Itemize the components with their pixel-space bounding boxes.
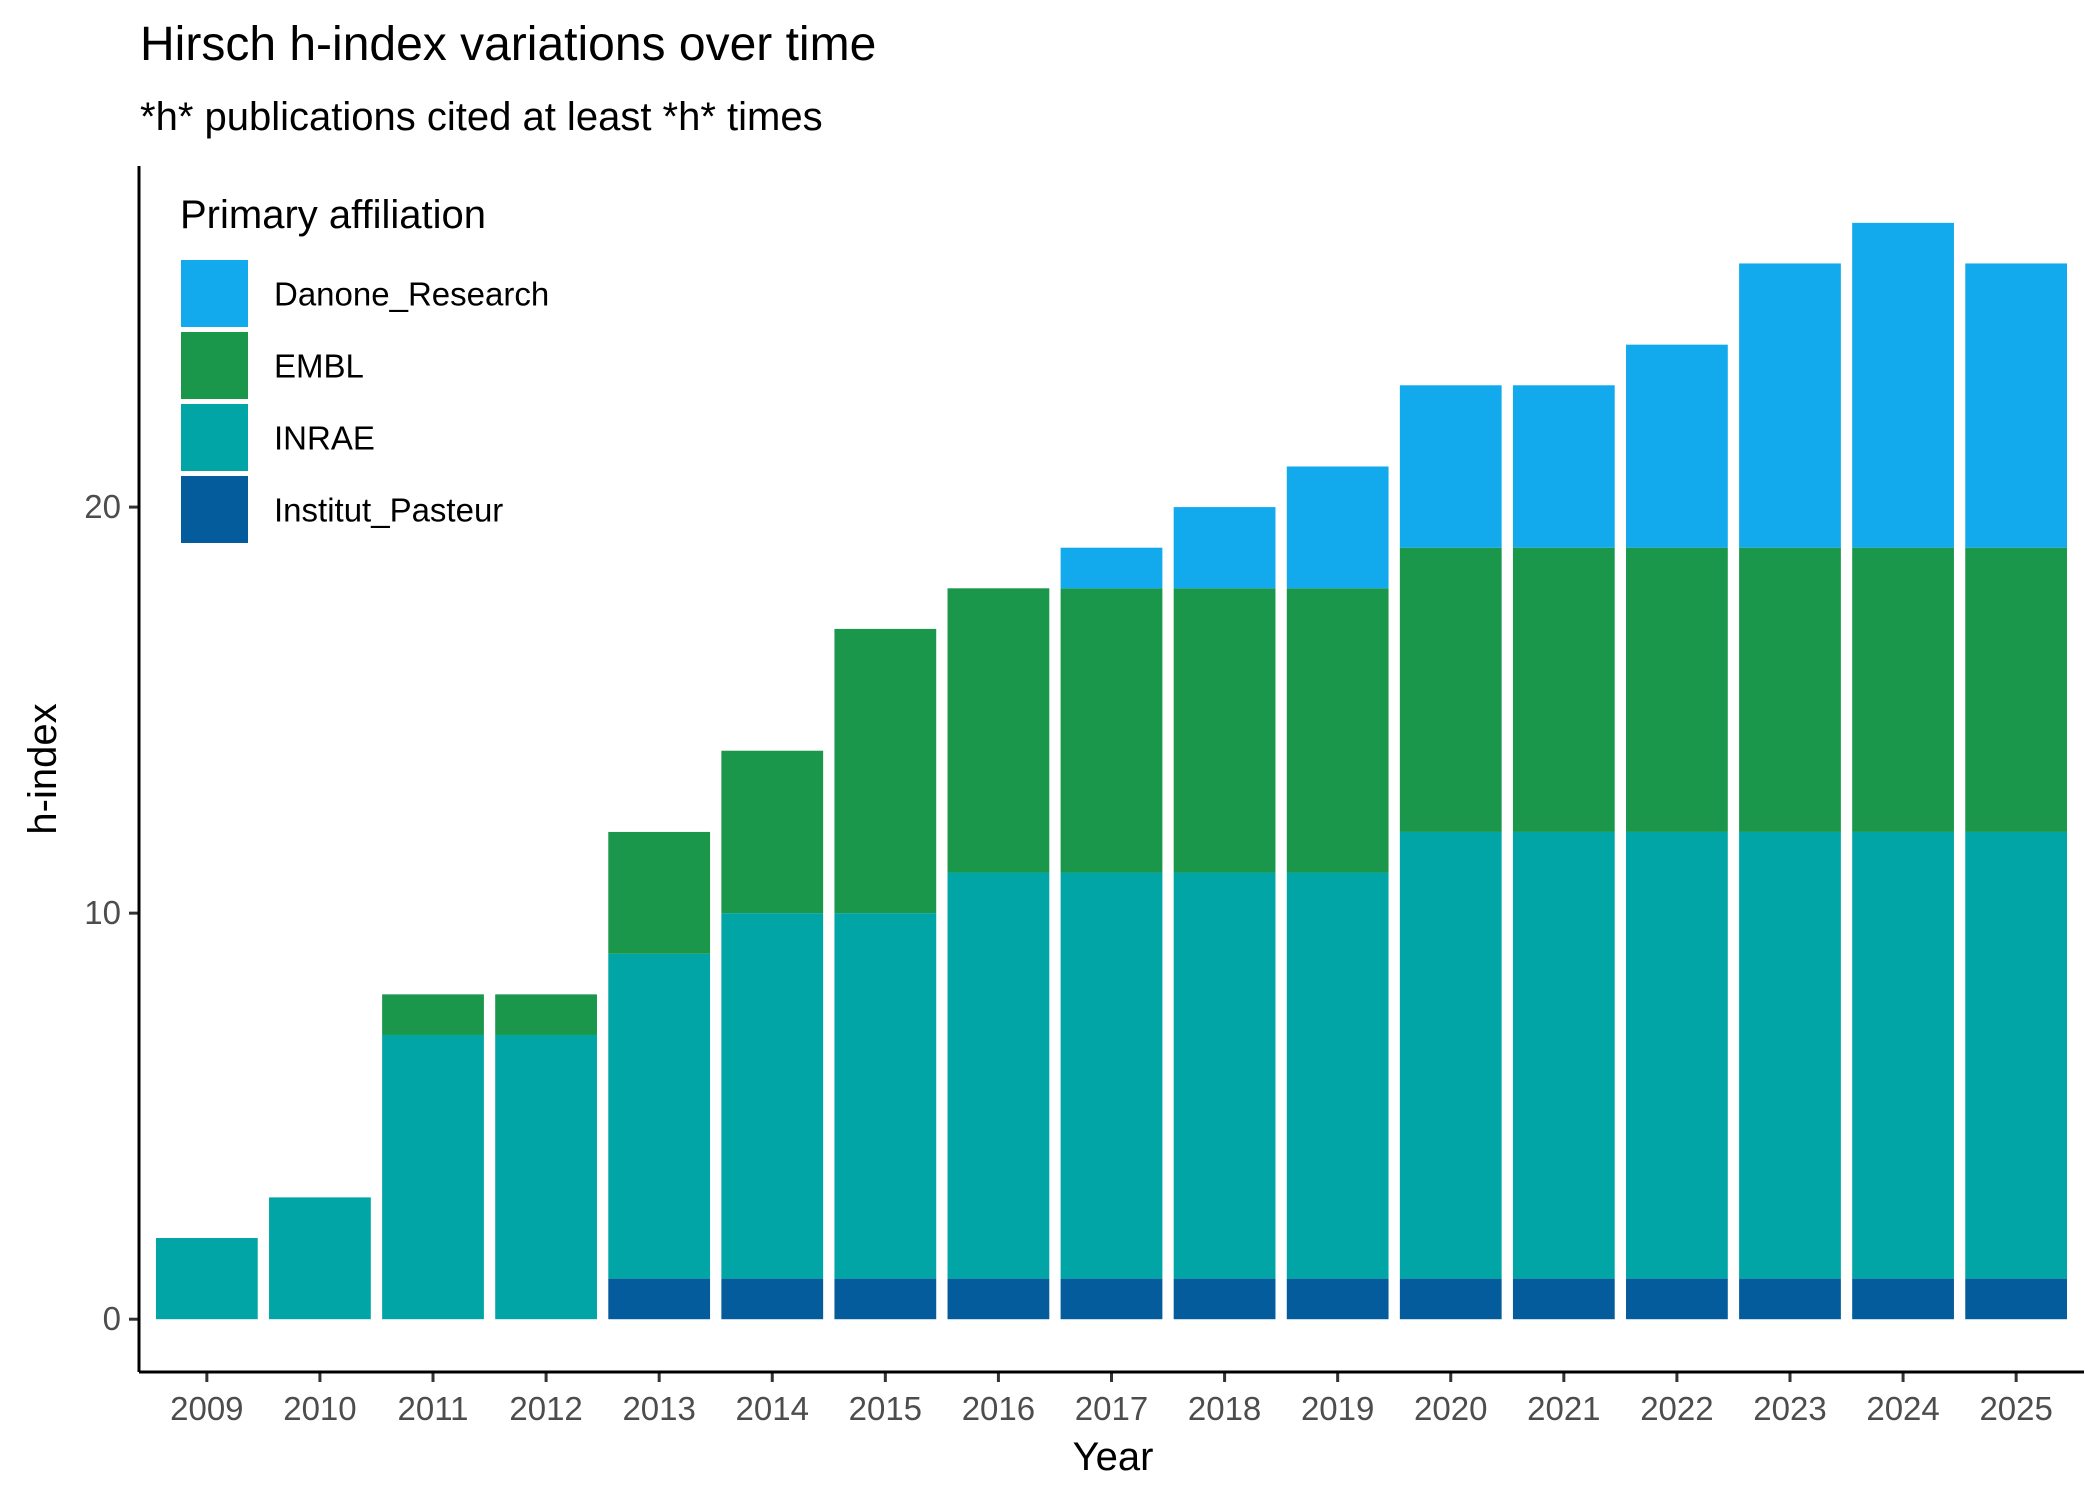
x-tick-label-2022: 2022: [1640, 1390, 1713, 1427]
y-tick-label-10: 10: [84, 894, 121, 931]
legend-label-institut-pasteur: Institut_Pasteur: [274, 492, 503, 529]
x-tick-label-2012: 2012: [509, 1390, 582, 1427]
bar-inrae-2017: [1060, 872, 1163, 1279]
bar-institut-pasteur-2020: [1399, 1278, 1502, 1320]
bar-institut-pasteur-2015: [834, 1278, 937, 1320]
bar-embl-2014: [721, 750, 824, 914]
bar-inrae-2013: [608, 953, 711, 1279]
x-tick-label-2024: 2024: [1866, 1390, 1939, 1427]
bar-embl-2011: [382, 994, 484, 1035]
bar-inrae-2009: [155, 1238, 258, 1320]
chart-title: Hirsch h-index variations over time: [140, 18, 876, 71]
x-axis-ticks: 2009 2010 2011 2012 2013 2014 2015 2016 2017 2018…: [170, 1372, 2053, 1427]
bar-danone-research-2021: [1512, 385, 1615, 548]
bar-inrae-2016: [947, 872, 1050, 1279]
bar-danone-research-2024: [1852, 222, 1954, 548]
bar-embl-2023: [1739, 547, 1841, 832]
x-tick-label-2016: 2016: [962, 1390, 1035, 1427]
bar-inrae-2018: [1173, 872, 1276, 1279]
bar-inrae-2019: [1286, 872, 1389, 1279]
bar-inrae-2022: [1626, 831, 1728, 1279]
x-tick-label-2014: 2014: [736, 1390, 809, 1427]
y-tick-label-0: 0: [103, 1300, 121, 1337]
y-tick-label-20: 20: [84, 488, 121, 525]
bar-inrae-2024: [1852, 831, 1954, 1279]
legend-label-danone-research: Danone_Research: [274, 276, 549, 313]
bar-embl-2016: [947, 588, 1050, 873]
bar-embl-2017: [1060, 588, 1163, 873]
bar-embl-2018: [1173, 588, 1276, 873]
bar-inrae-2025: [1965, 831, 2068, 1279]
bar-danone-research-2020: [1399, 385, 1502, 548]
bar-embl-2024: [1852, 547, 1954, 832]
bar-inrae-2012: [495, 1034, 597, 1320]
x-tick-label-2017: 2017: [1075, 1390, 1148, 1427]
bar-embl-2013: [608, 831, 711, 954]
bar-danone-research-2018: [1173, 507, 1276, 589]
legend-title: Primary affiliation: [180, 193, 486, 237]
x-tick-label-2023: 2023: [1753, 1390, 1826, 1427]
y-axis-ticks: 0 10 20: [84, 488, 139, 1337]
x-tick-label-2018: 2018: [1188, 1390, 1261, 1427]
bar-danone-research-2017: [1060, 547, 1163, 589]
bar-embl-2020: [1399, 547, 1502, 832]
bar-inrae-2021: [1512, 831, 1615, 1279]
bar-institut-pasteur-2021: [1512, 1278, 1615, 1320]
x-tick-label-2011: 2011: [398, 1390, 469, 1427]
bar-inrae-2015: [834, 913, 937, 1279]
bar-inrae-2020: [1399, 831, 1502, 1279]
legend: Primary affiliation Danone_Research EMBL I…: [180, 193, 549, 543]
bar-embl-2015: [834, 628, 937, 914]
bar-danone-research-2019: [1286, 466, 1389, 589]
bar-embl-2021: [1512, 547, 1615, 832]
bar-embl-2022: [1626, 547, 1728, 832]
bar-danone-research-2025: [1965, 263, 2068, 548]
x-tick-label-2009: 2009: [170, 1390, 243, 1427]
bar-danone-research-2022: [1626, 344, 1728, 548]
bars-layer: [155, 222, 2068, 1320]
x-tick-label-2020: 2020: [1414, 1390, 1487, 1427]
y-axis-title: h-index: [21, 703, 65, 834]
x-tick-label-2021: 2021: [1527, 1390, 1600, 1427]
x-axis-title: Year: [1073, 1435, 1154, 1479]
bar-institut-pasteur-2019: [1286, 1278, 1389, 1320]
bar-institut-pasteur-2013: [608, 1278, 711, 1320]
x-tick-label-2010: 2010: [283, 1390, 356, 1427]
x-tick-label-2019: 2019: [1301, 1390, 1374, 1427]
bar-inrae-2011: [382, 1034, 484, 1320]
bar-inrae-2023: [1739, 831, 1841, 1279]
bar-institut-pasteur-2014: [721, 1278, 824, 1320]
legend-key-danone-research: [181, 260, 248, 327]
bar-institut-pasteur-2024: [1852, 1278, 1954, 1320]
bar-danone-research-2023: [1739, 263, 1841, 548]
bar-embl-2025: [1965, 547, 2068, 832]
bar-institut-pasteur-2025: [1965, 1278, 2068, 1320]
bar-institut-pasteur-2018: [1173, 1278, 1276, 1320]
bar-inrae-2010: [269, 1197, 371, 1320]
bar-institut-pasteur-2017: [1060, 1278, 1163, 1320]
legend-label-embl: EMBL: [274, 348, 364, 385]
legend-key-inrae: [181, 404, 248, 471]
x-tick-label-2025: 2025: [1979, 1390, 2052, 1427]
bar-institut-pasteur-2022: [1626, 1278, 1728, 1320]
chart-subtitle: *h* publications cited at least *h* time…: [140, 95, 823, 139]
bar-inrae-2014: [721, 913, 824, 1279]
bar-embl-2019: [1286, 588, 1389, 873]
legend-label-inrae: INRAE: [274, 420, 375, 457]
bar-institut-pasteur-2016: [947, 1278, 1050, 1320]
x-tick-label-2015: 2015: [849, 1390, 922, 1427]
bar-institut-pasteur-2023: [1739, 1278, 1841, 1320]
legend-key-embl: [181, 332, 248, 399]
legend-key-institut-pasteur: [181, 476, 248, 543]
bar-embl-2012: [495, 994, 597, 1035]
x-tick-label-2013: 2013: [622, 1390, 695, 1427]
